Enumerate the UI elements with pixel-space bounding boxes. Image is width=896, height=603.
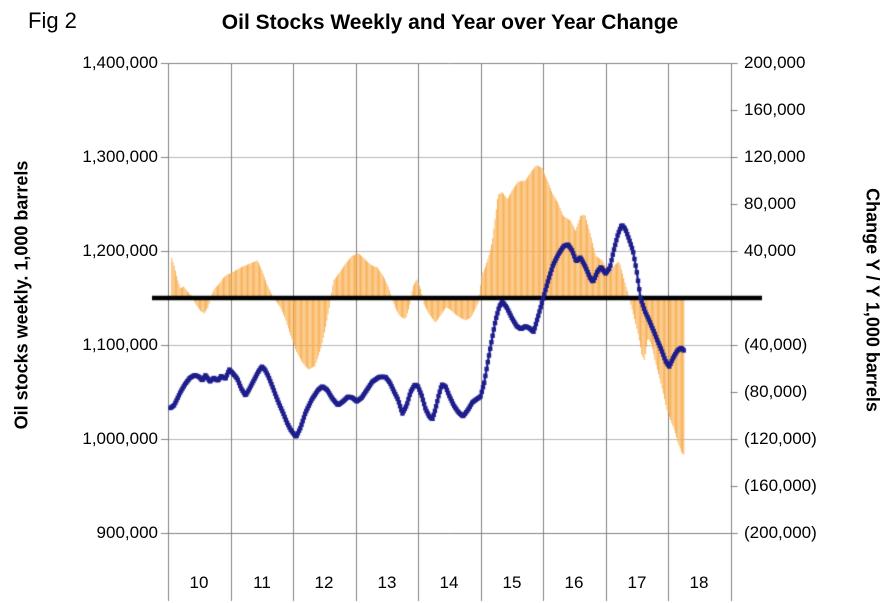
left-axis-tick-label: 900,000 (96, 523, 158, 542)
right-axis-tick-label: 80,000 (744, 194, 796, 213)
left-axis-title: Oil stocks weekly. 1,000 barrels (11, 160, 32, 430)
right-axis-tick-label: (200,000) (744, 523, 817, 542)
x-axis-year-label: 11 (253, 573, 271, 592)
right-axis-tick-label: 160,000 (744, 100, 806, 119)
left-axis-tick-label: 1,200,000 (82, 241, 158, 260)
right-axis-tick-label: (120,000) (744, 429, 817, 448)
x-axis-year-label: 13 (377, 573, 397, 592)
right-axis-tick-label: - (750, 288, 756, 307)
right-axis-tick-label: (40,000) (744, 335, 808, 354)
x-axis-year-label: 14 (439, 573, 459, 592)
x-axis-year-label: 18 (689, 573, 709, 592)
right-axis-tick-label: 40,000 (744, 241, 796, 260)
right-axis-tick-label: 120,000 (744, 147, 806, 166)
chart-title: Oil Stocks Weekly and Year over Year Cha… (221, 11, 679, 34)
left-axis-tick-label: 1,100,000 (82, 335, 158, 354)
figure-label: Fig 2 (28, 8, 77, 33)
x-axis-year-label: 10 (189, 573, 209, 592)
x-axis-year-label: 12 (314, 573, 334, 592)
right-axis-tick-label: 200,000 (744, 53, 806, 72)
left-axis-tick-label: 1,300,000 (82, 147, 158, 166)
x-axis-year-label: 15 (502, 573, 522, 592)
right-axis-tick-label: (80,000) (744, 382, 808, 401)
left-axis-tick-label: 1,000,000 (82, 429, 158, 448)
left-axis-tick-label: 1,400,000 (82, 53, 158, 72)
x-axis-year-label: 17 (627, 573, 647, 592)
right-axis-tick-label: (160,000) (744, 476, 817, 495)
x-axis-year-label: 16 (564, 573, 584, 592)
